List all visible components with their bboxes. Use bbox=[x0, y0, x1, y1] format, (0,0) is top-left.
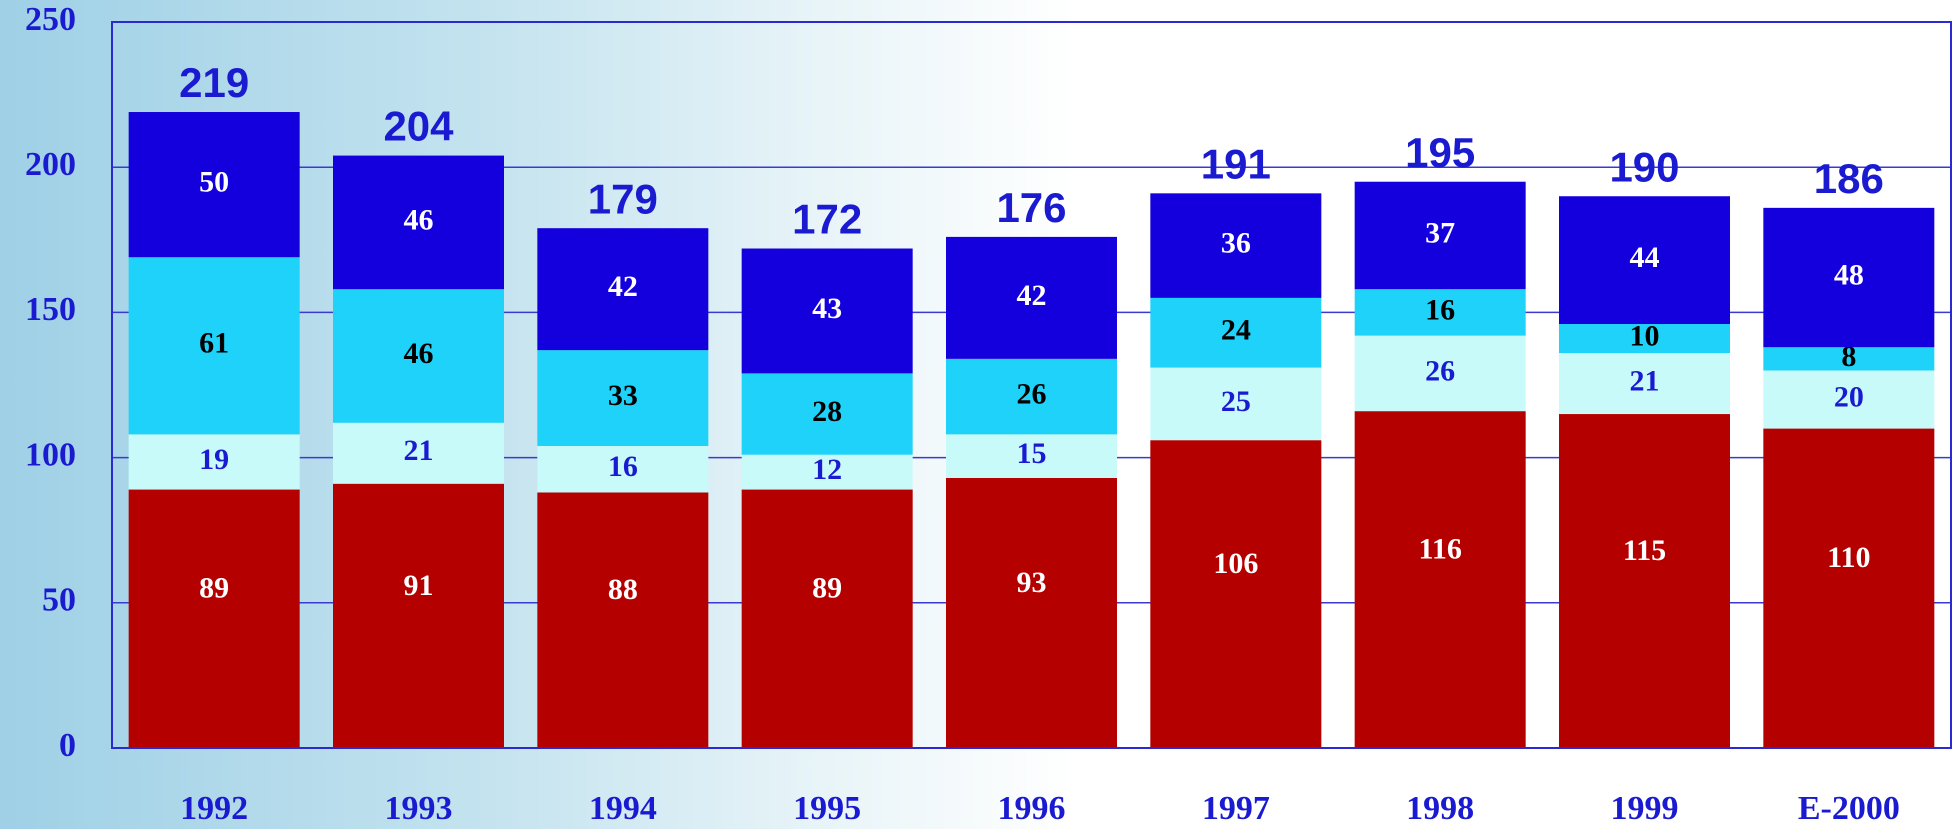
x-tick-label: 1997 bbox=[1202, 790, 1270, 827]
total-label: 204 bbox=[383, 103, 454, 150]
data-label: 36 bbox=[1221, 226, 1251, 259]
data-label: 44 bbox=[1630, 241, 1660, 274]
bar-segment bbox=[1354, 411, 1526, 748]
data-label: 50 bbox=[199, 166, 229, 199]
x-tick-label: 1995 bbox=[793, 790, 861, 827]
bar-segment bbox=[1150, 367, 1322, 441]
x-tick-label: 1996 bbox=[998, 790, 1066, 827]
data-label: 46 bbox=[404, 203, 434, 236]
data-label: 88 bbox=[608, 573, 638, 606]
bar-segment bbox=[1150, 193, 1322, 298]
data-label: 110 bbox=[1827, 541, 1870, 574]
y-tick-label: 200 bbox=[25, 146, 76, 183]
bar-segment bbox=[1559, 324, 1730, 354]
data-label: 89 bbox=[199, 572, 229, 605]
bar-segment bbox=[1559, 414, 1730, 748]
data-label: 24 bbox=[1221, 314, 1251, 347]
data-label: 20 bbox=[1834, 380, 1864, 413]
x-tick-label: 1999 bbox=[1611, 790, 1679, 827]
bar-segment bbox=[128, 112, 300, 258]
bar-segment bbox=[1763, 207, 1935, 348]
total-label: 191 bbox=[1201, 140, 1271, 187]
data-label: 89 bbox=[812, 572, 842, 605]
bar-segment bbox=[741, 248, 913, 374]
bar-segment bbox=[741, 373, 913, 455]
bar-segment bbox=[333, 483, 504, 748]
bar-segment bbox=[537, 228, 709, 351]
data-label: 26 bbox=[1017, 378, 1047, 411]
total-label: 176 bbox=[996, 184, 1066, 231]
bar-segment bbox=[128, 257, 300, 435]
data-label: 8 bbox=[1841, 340, 1856, 373]
plot-border bbox=[111, 21, 1952, 749]
data-label: 10 bbox=[1630, 319, 1660, 352]
data-label: 21 bbox=[404, 434, 434, 467]
bar-segment bbox=[741, 489, 913, 748]
bar-segment bbox=[1354, 289, 1526, 336]
bar-segment bbox=[741, 454, 913, 490]
bar-segment bbox=[1354, 181, 1526, 290]
bar-segment bbox=[1150, 297, 1322, 368]
bar-segment bbox=[1354, 335, 1526, 412]
data-label: 16 bbox=[1425, 293, 1455, 326]
total-label: 219 bbox=[179, 59, 249, 106]
bar-segment bbox=[333, 155, 504, 290]
x-tick-label: 1998 bbox=[1406, 790, 1474, 827]
bar-segment bbox=[946, 477, 1117, 748]
data-label: 93 bbox=[1017, 566, 1047, 599]
total-label: 186 bbox=[1814, 155, 1884, 202]
y-tick-label: 50 bbox=[42, 582, 76, 619]
data-label: 116 bbox=[1418, 532, 1461, 565]
bar-segment bbox=[537, 350, 709, 446]
data-label: 43 bbox=[812, 292, 842, 325]
data-label: 25 bbox=[1221, 385, 1251, 418]
data-label: 106 bbox=[1213, 547, 1258, 580]
y-tick-label: 100 bbox=[25, 436, 76, 473]
bar-segment bbox=[537, 492, 709, 748]
bar-segment bbox=[537, 445, 709, 493]
x-tick-label: 1992 bbox=[180, 790, 248, 827]
x-tick-label: 1993 bbox=[385, 790, 453, 827]
y-tick-label: 0 bbox=[59, 727, 76, 764]
data-label: 16 bbox=[608, 450, 638, 483]
bar-segment bbox=[128, 434, 300, 490]
x-tick-label: 1994 bbox=[589, 790, 657, 827]
data-label: 42 bbox=[1017, 279, 1047, 312]
bar-segment bbox=[333, 422, 504, 484]
data-label: 15 bbox=[1017, 437, 1047, 470]
data-label: 42 bbox=[608, 270, 638, 303]
bar-segment bbox=[946, 358, 1117, 435]
data-label: 37 bbox=[1425, 216, 1455, 249]
y-tick-label: 250 bbox=[25, 1, 76, 38]
data-label: 115 bbox=[1623, 534, 1666, 567]
data-label: 26 bbox=[1425, 354, 1455, 387]
bar-segment bbox=[1559, 353, 1730, 415]
data-label: 12 bbox=[812, 453, 842, 486]
bar-segment bbox=[333, 289, 504, 423]
data-label: 91 bbox=[404, 569, 434, 602]
bar-segment bbox=[1763, 428, 1935, 748]
bar-segment bbox=[946, 434, 1117, 478]
total-label: 195 bbox=[1405, 129, 1475, 176]
total-label: 179 bbox=[588, 175, 658, 222]
data-label: 28 bbox=[812, 395, 842, 428]
data-label: 61 bbox=[199, 327, 229, 360]
total-label: 190 bbox=[1609, 143, 1679, 190]
bar-segment bbox=[1559, 196, 1730, 325]
x-tick-label: E-2000 bbox=[1798, 790, 1900, 827]
data-label: 46 bbox=[404, 337, 434, 370]
bar-segment bbox=[1150, 440, 1322, 748]
bar-segment bbox=[1763, 347, 1935, 371]
data-label: 21 bbox=[1630, 364, 1660, 397]
bar-segment bbox=[128, 489, 300, 748]
data-label: 48 bbox=[1834, 258, 1864, 291]
y-tick-label: 150 bbox=[25, 291, 76, 328]
bar-segment bbox=[1763, 370, 1935, 429]
bar-segment bbox=[946, 236, 1117, 359]
data-label: 33 bbox=[608, 379, 638, 412]
data-label: 19 bbox=[199, 443, 229, 476]
total-label: 172 bbox=[792, 196, 862, 243]
